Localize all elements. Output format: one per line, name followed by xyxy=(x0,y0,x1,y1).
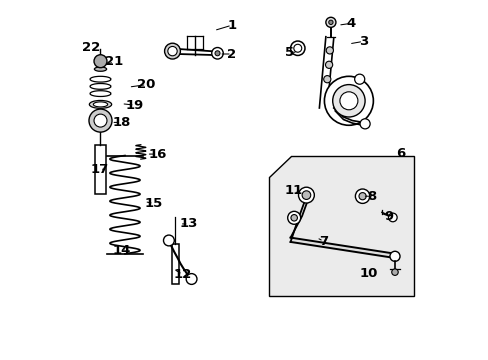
Circle shape xyxy=(94,114,107,127)
Circle shape xyxy=(211,48,223,59)
Circle shape xyxy=(293,44,301,52)
Circle shape xyxy=(163,235,174,246)
Circle shape xyxy=(391,269,397,275)
Polygon shape xyxy=(268,156,413,296)
Text: 2: 2 xyxy=(227,48,236,60)
Text: 16: 16 xyxy=(148,148,166,161)
Text: 14: 14 xyxy=(112,244,130,257)
Circle shape xyxy=(167,46,177,56)
Text: 8: 8 xyxy=(367,190,376,203)
Bar xyxy=(172,244,178,284)
Text: 6: 6 xyxy=(396,147,405,159)
Text: 12: 12 xyxy=(173,268,191,281)
Circle shape xyxy=(215,51,220,56)
Circle shape xyxy=(325,17,335,27)
Ellipse shape xyxy=(94,67,106,71)
Ellipse shape xyxy=(89,100,111,108)
Circle shape xyxy=(359,119,369,129)
Circle shape xyxy=(302,191,310,199)
Text: 5: 5 xyxy=(285,46,293,59)
Circle shape xyxy=(164,43,180,59)
Text: 9: 9 xyxy=(383,210,392,222)
Circle shape xyxy=(354,74,364,84)
Circle shape xyxy=(325,61,332,68)
Circle shape xyxy=(328,20,332,24)
Circle shape xyxy=(389,251,399,261)
Circle shape xyxy=(339,92,357,110)
Circle shape xyxy=(332,85,365,117)
Ellipse shape xyxy=(93,102,107,107)
Circle shape xyxy=(324,76,373,125)
Circle shape xyxy=(298,187,314,203)
Text: 15: 15 xyxy=(144,197,163,210)
Circle shape xyxy=(89,109,112,132)
Circle shape xyxy=(94,55,107,68)
Text: 7: 7 xyxy=(319,235,327,248)
Circle shape xyxy=(325,47,333,54)
Circle shape xyxy=(387,213,396,222)
Text: 21: 21 xyxy=(105,55,123,68)
Circle shape xyxy=(290,41,305,55)
Text: 1: 1 xyxy=(227,19,236,32)
Circle shape xyxy=(358,193,366,200)
Bar xyxy=(95,145,105,194)
Text: 11: 11 xyxy=(284,184,303,197)
Text: 3: 3 xyxy=(358,35,367,48)
Circle shape xyxy=(290,215,297,221)
Text: 18: 18 xyxy=(112,116,130,129)
Text: 20: 20 xyxy=(137,78,156,91)
Text: 10: 10 xyxy=(359,267,377,280)
Text: 13: 13 xyxy=(179,217,198,230)
Circle shape xyxy=(323,76,330,83)
Circle shape xyxy=(287,211,300,224)
Text: 4: 4 xyxy=(346,17,355,30)
Text: 22: 22 xyxy=(82,41,101,54)
Circle shape xyxy=(186,274,197,284)
Text: 17: 17 xyxy=(90,163,109,176)
Circle shape xyxy=(355,189,369,203)
Text: 19: 19 xyxy=(125,99,143,112)
